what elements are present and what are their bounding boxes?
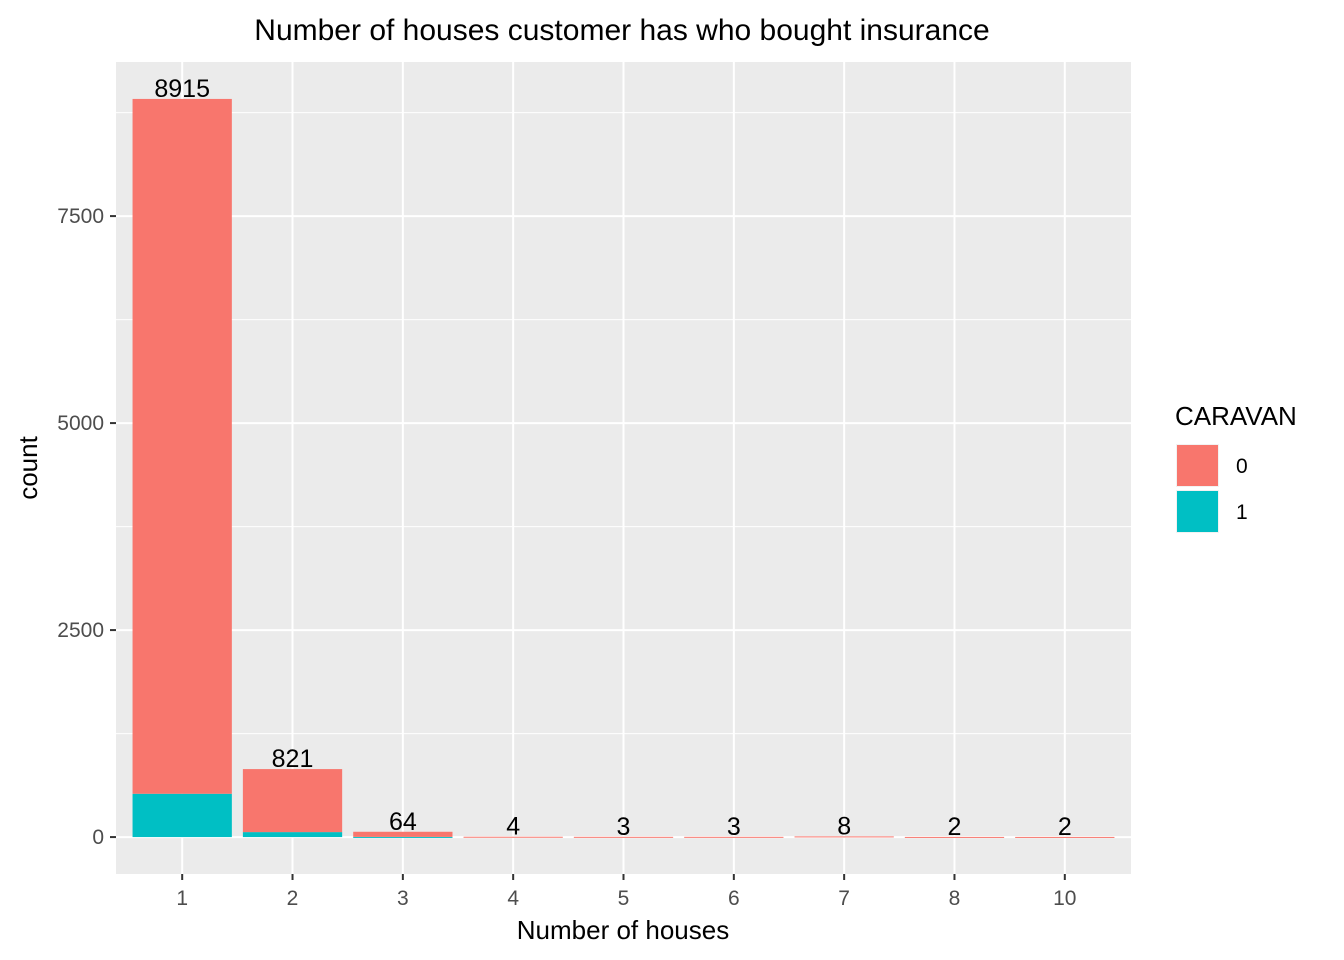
- bar-segment-caravan-1: [242, 832, 343, 838]
- y-axis: 0 2500 5000 7500: [57, 205, 116, 849]
- x-axis-title: Number of houses: [517, 915, 729, 945]
- bar-total-label: 3: [727, 813, 741, 841]
- bar-segment-caravan-0: [242, 769, 343, 833]
- bar-segment-caravan-0: [1015, 836, 1115, 838]
- bar-segment-caravan-0: [794, 836, 894, 838]
- x-tick-label: 8: [949, 887, 961, 910]
- y-tick-label: 0: [92, 826, 104, 849]
- bar-total-label: 8915: [154, 75, 210, 103]
- bar-segment-caravan-0: [684, 836, 784, 838]
- x-tick-label: 5: [618, 887, 630, 910]
- bar-segment-caravan-0: [904, 836, 1005, 838]
- x-tick-label: 6: [728, 887, 740, 910]
- x-axis: 1 2 3 4 5 6 7 8 10: [176, 874, 1076, 910]
- bar-segment-caravan-0: [463, 836, 563, 838]
- y-tick-label: 5000: [57, 412, 104, 435]
- y-tick-label: 2500: [57, 619, 104, 642]
- bar-total-label: 4: [506, 813, 520, 841]
- x-tick-label: 4: [507, 887, 519, 910]
- data-labels: 8915 821 64 4 3 3 8 2 2: [154, 75, 1071, 841]
- chart-title: Number of houses customer has who bought…: [254, 14, 989, 47]
- bars: [132, 98, 1115, 838]
- x-tick-label: 2: [287, 887, 299, 910]
- x-tick-label: 10: [1053, 887, 1076, 910]
- bar-total-label: 8: [837, 812, 851, 840]
- legend-items: 01: [1176, 444, 1248, 533]
- bar-total-label: 2: [948, 813, 962, 841]
- bar-total-label: 2: [1058, 813, 1072, 841]
- bar-segment-caravan-1: [353, 836, 453, 838]
- bar-total-label: 64: [389, 808, 417, 836]
- y-tick-label: 7500: [57, 205, 104, 228]
- legend: CARAVAN 01: [1175, 401, 1297, 533]
- x-tick-label: 3: [397, 887, 409, 910]
- legend-title: CARAVAN: [1175, 401, 1297, 431]
- x-tick-label: 1: [176, 887, 188, 910]
- legend-swatch-caravan-0: [1177, 445, 1218, 486]
- legend-swatch-caravan-1: [1177, 491, 1218, 532]
- bar-total-label: 3: [617, 813, 631, 841]
- y-axis-title: count: [13, 435, 43, 499]
- bar-segment-caravan-0: [132, 98, 232, 794]
- x-tick-label: 7: [838, 887, 850, 910]
- legend-label: 0: [1236, 455, 1248, 478]
- bar-total-label: 821: [272, 745, 314, 773]
- bar-segment-caravan-1: [132, 793, 232, 838]
- bar-segment-caravan-0: [353, 831, 453, 837]
- legend-label: 1: [1236, 501, 1248, 524]
- bar-segment-caravan-0: [573, 836, 674, 838]
